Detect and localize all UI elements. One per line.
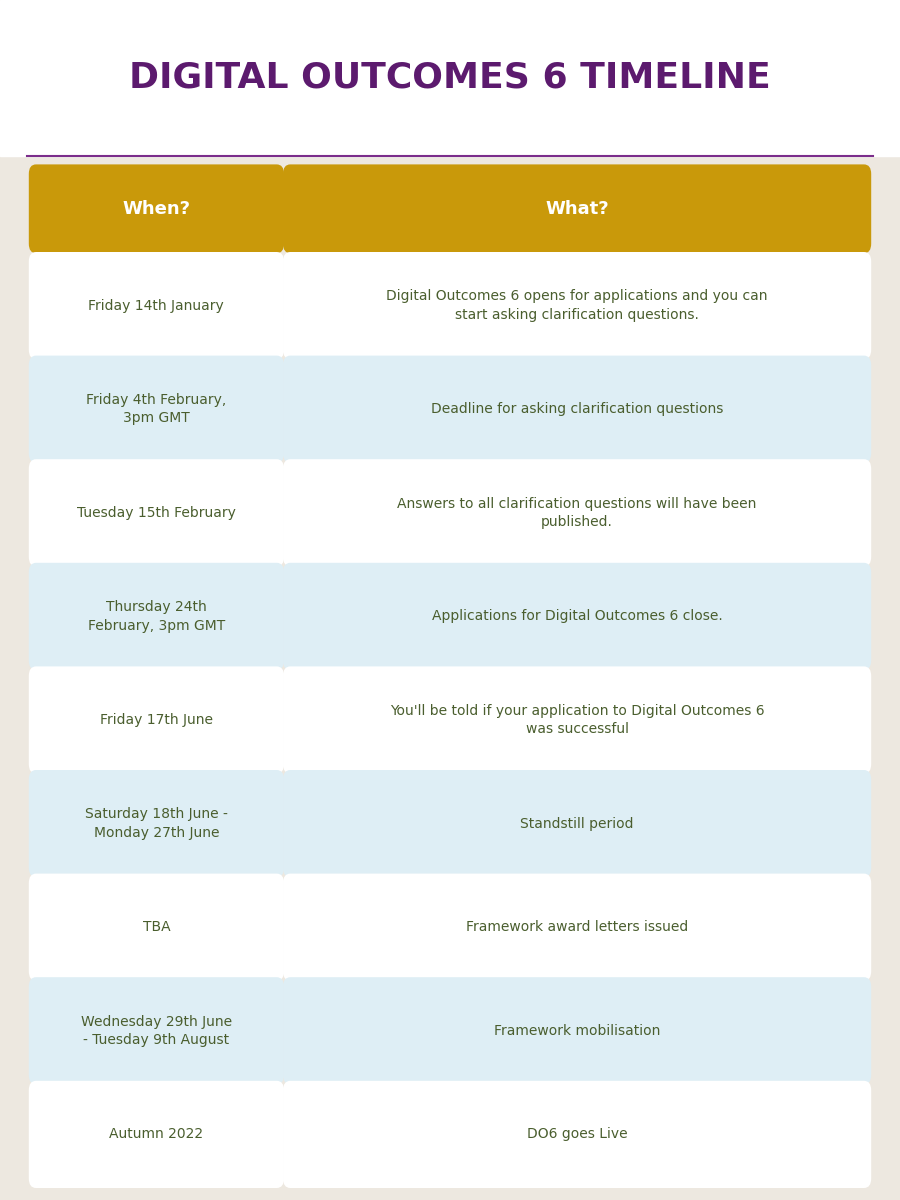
FancyBboxPatch shape bbox=[283, 874, 871, 980]
FancyBboxPatch shape bbox=[29, 164, 284, 253]
Text: Wednesday 29th June
- Tuesday 9th August: Wednesday 29th June - Tuesday 9th August bbox=[81, 1014, 232, 1046]
FancyBboxPatch shape bbox=[283, 563, 871, 670]
Text: When?: When? bbox=[122, 199, 191, 218]
Text: DO6 goes Live: DO6 goes Live bbox=[526, 1128, 627, 1141]
Text: Autumn 2022: Autumn 2022 bbox=[109, 1128, 203, 1141]
Text: Digital Outcomes 6 opens for applications and you can
start asking clarification: Digital Outcomes 6 opens for application… bbox=[386, 289, 768, 322]
Text: Answers to all clarification questions will have been
published.: Answers to all clarification questions w… bbox=[398, 497, 757, 529]
Text: Applications for Digital Outcomes 6 close.: Applications for Digital Outcomes 6 clos… bbox=[432, 610, 723, 624]
FancyBboxPatch shape bbox=[283, 977, 871, 1085]
Text: What?: What? bbox=[545, 199, 609, 218]
FancyBboxPatch shape bbox=[283, 770, 871, 877]
Text: Saturday 18th June -
Monday 27th June: Saturday 18th June - Monday 27th June bbox=[85, 808, 228, 840]
Text: Friday 4th February,
3pm GMT: Friday 4th February, 3pm GMT bbox=[86, 392, 227, 426]
FancyBboxPatch shape bbox=[29, 977, 284, 1085]
Text: Friday 14th January: Friday 14th January bbox=[88, 299, 224, 313]
FancyBboxPatch shape bbox=[29, 770, 284, 877]
FancyBboxPatch shape bbox=[29, 666, 284, 774]
Text: Framework mobilisation: Framework mobilisation bbox=[494, 1024, 661, 1038]
Text: Tuesday 15th February: Tuesday 15th February bbox=[76, 506, 236, 520]
FancyBboxPatch shape bbox=[29, 252, 284, 359]
Text: TBA: TBA bbox=[142, 920, 170, 934]
Text: You'll be told if your application to Digital Outcomes 6
was successful: You'll be told if your application to Di… bbox=[390, 703, 764, 736]
FancyBboxPatch shape bbox=[283, 252, 871, 359]
FancyBboxPatch shape bbox=[283, 1081, 871, 1188]
FancyBboxPatch shape bbox=[283, 164, 871, 253]
Text: Friday 17th June: Friday 17th June bbox=[100, 713, 213, 727]
Text: Framework award letters issued: Framework award letters issued bbox=[466, 920, 688, 934]
FancyBboxPatch shape bbox=[29, 874, 284, 980]
FancyBboxPatch shape bbox=[283, 355, 871, 463]
Text: Thursday 24th
February, 3pm GMT: Thursday 24th February, 3pm GMT bbox=[88, 600, 225, 632]
FancyBboxPatch shape bbox=[29, 563, 284, 670]
FancyBboxPatch shape bbox=[29, 460, 284, 566]
Text: DIGITAL OUTCOMES 6 TIMELINE: DIGITAL OUTCOMES 6 TIMELINE bbox=[129, 61, 771, 95]
Bar bbox=[0, 0, 900, 156]
Text: Standstill period: Standstill period bbox=[520, 816, 634, 830]
Text: Deadline for asking clarification questions: Deadline for asking clarification questi… bbox=[431, 402, 724, 416]
FancyBboxPatch shape bbox=[29, 355, 284, 463]
FancyBboxPatch shape bbox=[283, 666, 871, 774]
FancyBboxPatch shape bbox=[29, 1081, 284, 1188]
FancyBboxPatch shape bbox=[283, 460, 871, 566]
